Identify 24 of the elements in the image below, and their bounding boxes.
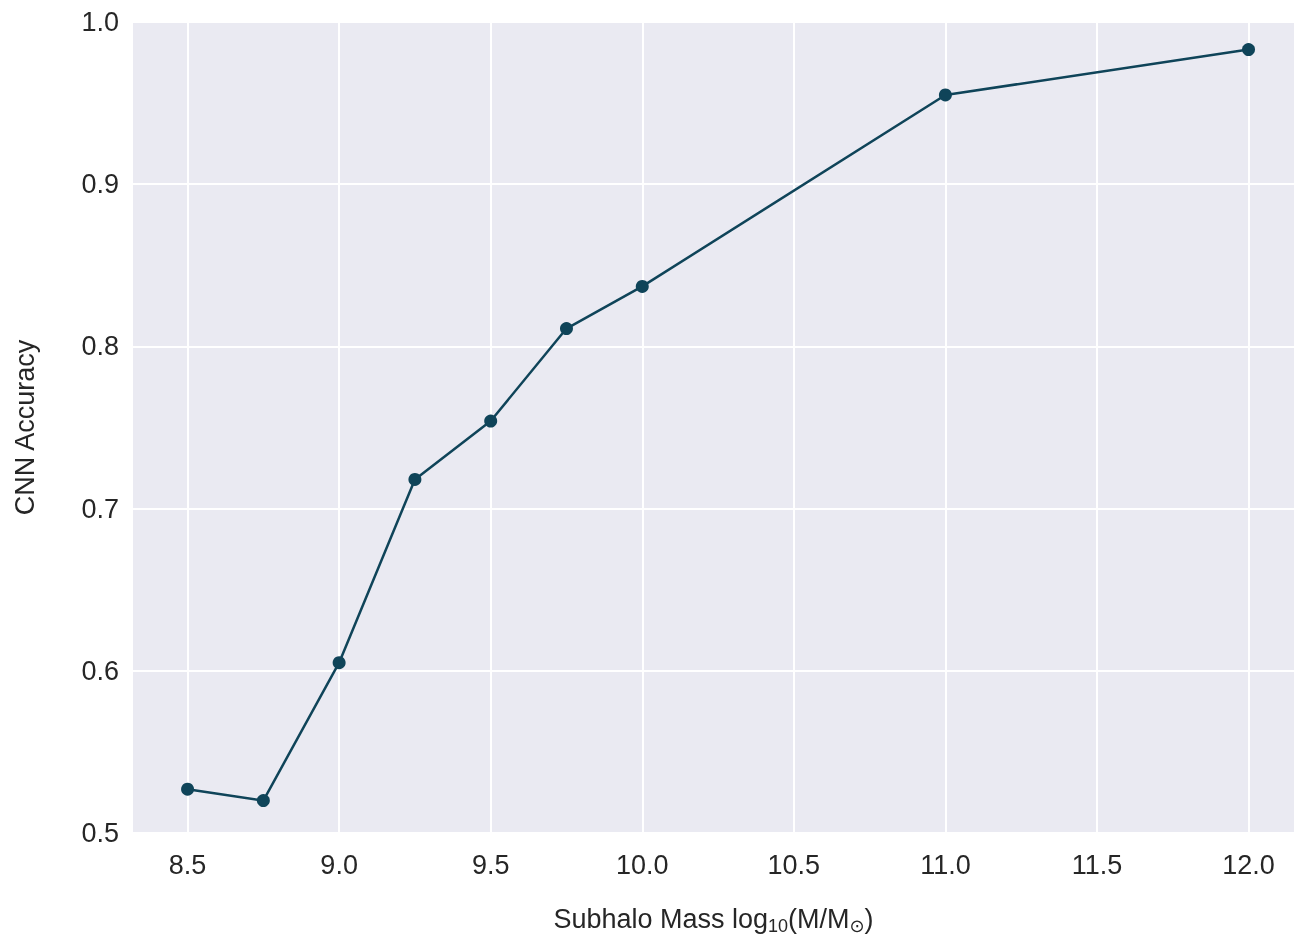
x-tick-label: 11.0 bbox=[920, 849, 971, 880]
point bbox=[332, 656, 346, 670]
y-tick-label: 0.8 bbox=[81, 331, 119, 362]
x-tick-label: 10.5 bbox=[767, 849, 821, 880]
point bbox=[181, 782, 195, 796]
x-tick-label: 10.0 bbox=[615, 849, 669, 880]
x-tick-label: 9.5 bbox=[471, 849, 510, 880]
y-axis-title: CNN Accuracy bbox=[9, 339, 40, 516]
point bbox=[559, 322, 573, 336]
y-tick-label: 0.5 bbox=[81, 818, 119, 848]
point bbox=[635, 279, 649, 293]
y-tick-label: 0.9 bbox=[81, 169, 119, 200]
y-tick-label: 0.6 bbox=[81, 655, 119, 686]
y-tick-label: 1.0 bbox=[81, 7, 119, 37]
x-tick-label: 9.0 bbox=[320, 849, 358, 880]
point bbox=[1242, 43, 1256, 57]
point bbox=[484, 414, 498, 428]
point bbox=[938, 88, 952, 102]
point bbox=[256, 794, 270, 808]
x-tick-label: 12.0 bbox=[1222, 849, 1275, 880]
point bbox=[408, 472, 422, 486]
x-tick-label: 8.5 bbox=[168, 849, 207, 880]
x-tick-label: 11.5 bbox=[1071, 849, 1123, 880]
y-tick-label: 0.7 bbox=[81, 493, 119, 524]
